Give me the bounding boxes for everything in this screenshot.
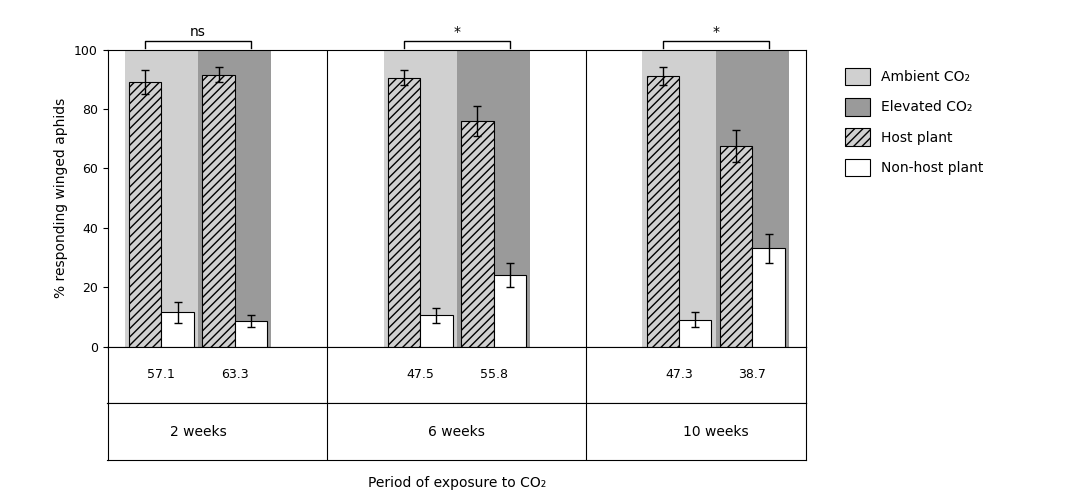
Text: *: * xyxy=(712,25,719,39)
Text: 47.5: 47.5 xyxy=(406,368,434,382)
Text: 63.3: 63.3 xyxy=(221,368,248,382)
Text: 6 weeks: 6 weeks xyxy=(429,425,485,439)
Text: 57.1: 57.1 xyxy=(147,368,175,382)
Bar xyxy=(234,321,267,346)
Bar xyxy=(643,50,716,346)
Text: *: * xyxy=(454,25,460,39)
Bar xyxy=(161,312,194,346)
Bar xyxy=(202,75,234,346)
Text: ns: ns xyxy=(190,25,206,39)
Bar xyxy=(720,146,752,346)
Bar xyxy=(388,78,420,346)
Bar xyxy=(198,50,271,346)
Text: 10 weeks: 10 weeks xyxy=(683,425,748,439)
Bar xyxy=(679,320,712,346)
Text: Period of exposure to CO₂: Period of exposure to CO₂ xyxy=(368,476,546,490)
Bar xyxy=(461,121,493,346)
Y-axis label: % responding winged aphids: % responding winged aphids xyxy=(55,98,69,298)
Bar xyxy=(125,50,198,346)
Bar xyxy=(420,315,453,346)
Bar xyxy=(457,50,530,346)
Text: 55.8: 55.8 xyxy=(479,368,507,382)
Text: 47.3: 47.3 xyxy=(665,368,693,382)
Bar xyxy=(752,248,785,346)
Bar xyxy=(493,275,526,346)
Bar xyxy=(384,50,457,346)
Text: 38.7: 38.7 xyxy=(739,368,766,382)
Legend: Ambient CO₂, Elevated CO₂, Host plant, Non-host plant: Ambient CO₂, Elevated CO₂, Host plant, N… xyxy=(834,56,994,188)
Bar xyxy=(129,82,161,346)
Text: 2 weeks: 2 weeks xyxy=(170,425,227,439)
Bar xyxy=(647,76,679,346)
Bar xyxy=(716,50,789,346)
